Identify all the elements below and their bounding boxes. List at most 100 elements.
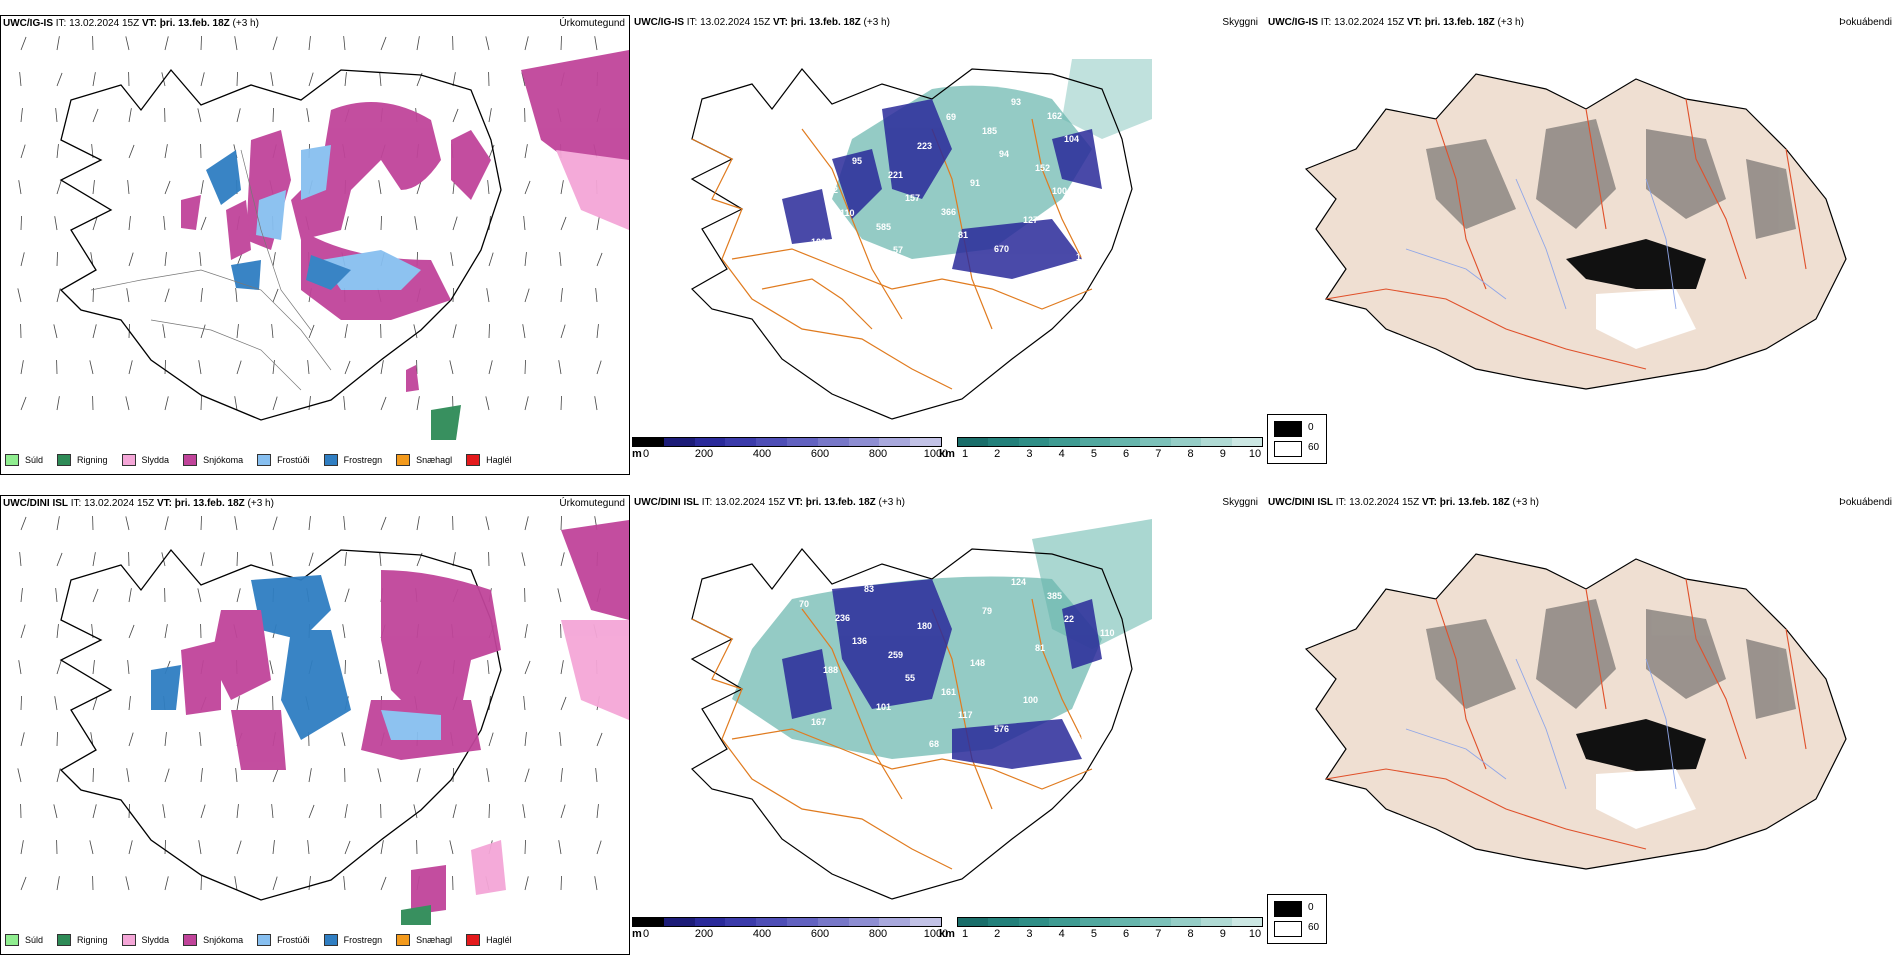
wind-barb xyxy=(201,396,202,410)
wind-barb xyxy=(21,877,26,890)
legend-item: Snjókoma xyxy=(183,454,243,466)
wind-barb xyxy=(126,876,129,890)
wind-barb xyxy=(308,840,309,854)
wind-barb xyxy=(55,696,57,710)
wind-barb xyxy=(309,768,311,782)
wind-barb xyxy=(451,252,453,266)
wind-barb xyxy=(201,217,206,230)
wind-barb xyxy=(21,37,26,50)
wind-barb xyxy=(165,289,169,302)
colorbar-segment xyxy=(1110,438,1140,446)
colorbar-segment xyxy=(633,438,664,446)
wind-barb xyxy=(487,768,489,782)
wind-barb xyxy=(201,36,202,50)
legend-item: Rigning xyxy=(57,934,108,946)
cloudbase-value-label: 167 xyxy=(811,717,826,727)
cloudbase-value-label: 124 xyxy=(1011,577,1026,587)
wind-barb xyxy=(56,108,57,122)
wind-barb xyxy=(199,840,201,854)
wind-barb xyxy=(345,804,347,818)
wind-barb xyxy=(489,324,490,338)
colorbar-segment xyxy=(879,438,910,446)
fog-legend-label: 60 xyxy=(1308,442,1319,453)
wind-barb xyxy=(525,840,526,854)
cloudbase-value-label: 162 xyxy=(1076,732,1091,742)
wind-barb xyxy=(93,288,94,302)
colorbar-tick: 6 xyxy=(1123,928,1129,940)
wind-barb xyxy=(417,396,419,410)
wind-barb xyxy=(523,324,525,338)
wind-barb xyxy=(525,36,528,50)
colorbar-segment xyxy=(988,438,1018,446)
wind-barb xyxy=(21,625,25,638)
cloudbase-value-label: 646 xyxy=(1100,148,1115,158)
wind-barb xyxy=(415,216,417,230)
wind-barb xyxy=(198,588,201,602)
wind-barb xyxy=(525,769,529,782)
cloudbase-value-label: 107 xyxy=(787,171,802,181)
wind-barb xyxy=(345,660,346,674)
wind-barb xyxy=(309,876,310,890)
wind-barb xyxy=(165,516,168,530)
wind-barb xyxy=(129,216,130,230)
cloudbase-value-label: 127 xyxy=(1023,215,1038,225)
colorbar-segment xyxy=(1140,438,1170,446)
wind-barb xyxy=(237,72,238,86)
wind-barb xyxy=(201,72,204,86)
wind-barb xyxy=(165,876,168,890)
wind-barb xyxy=(165,840,166,854)
cloudbase-value-label: 95 xyxy=(852,156,862,166)
cloudbase-value-label: 68 xyxy=(929,739,939,749)
colorbar-tick: 4 xyxy=(1059,448,1065,460)
wind-barb xyxy=(525,289,529,302)
cloudbase-value-label: 70 xyxy=(799,599,809,609)
legend-item: Frostúði xyxy=(257,454,310,466)
wind-barb xyxy=(57,73,62,86)
wind-barb xyxy=(129,840,132,854)
wind-barb xyxy=(271,552,273,566)
wind-barb xyxy=(57,876,59,890)
colorbar-segment xyxy=(1019,438,1049,446)
wind-barb xyxy=(344,36,345,50)
cloudbase-value-label: 610 xyxy=(782,576,797,586)
wind-barb xyxy=(525,360,526,374)
wind-barb xyxy=(453,109,458,122)
wind-barb xyxy=(237,696,239,710)
wind-barb xyxy=(561,697,566,710)
colorbar-segment xyxy=(1080,918,1110,926)
wind-barb xyxy=(523,804,525,818)
cloudbase-value-label: 185 xyxy=(982,126,997,136)
colorbar-tick: 5 xyxy=(1091,448,1097,460)
wind-barb xyxy=(309,396,310,410)
wind-barb xyxy=(273,517,277,530)
colorbar-segment xyxy=(1049,438,1079,446)
wind-barb xyxy=(525,181,530,194)
wind-barb xyxy=(309,325,314,338)
cloudbase-panel-2: UWC/DINI ISL IT: 13.02.2024 15Z VT: þri.… xyxy=(632,495,1262,955)
legend-swatch xyxy=(57,934,71,946)
wind-barb xyxy=(200,252,201,266)
wind-barb xyxy=(559,360,561,374)
wind-barb xyxy=(525,144,527,158)
panel-title: Skyggni xyxy=(1222,17,1258,28)
wind-barb xyxy=(21,732,24,746)
precip-map xyxy=(1,30,629,445)
wind-barb xyxy=(595,876,597,890)
legend-item: Slydda xyxy=(122,454,170,466)
colorbar-segment xyxy=(664,918,695,926)
wind-barb xyxy=(525,876,528,890)
wind-barb xyxy=(21,360,23,374)
colorbar-segment xyxy=(1232,918,1262,926)
cloudbase-map: 1251962213666701626461025851031851521061… xyxy=(632,29,1262,449)
colorbar-segment xyxy=(958,918,988,926)
colorbar-tick: 200 xyxy=(695,928,713,940)
wind-barb xyxy=(381,840,383,854)
cloudbase-value-label: 80 xyxy=(864,104,874,114)
wind-barb xyxy=(21,696,22,710)
fog-index-panel-2: UWC/DINI ISL IT: 13.02.2024 15Z VT: þri.… xyxy=(1266,495,1896,955)
wind-barb xyxy=(21,145,25,158)
colorbar-segment xyxy=(1110,918,1140,926)
legend-swatch xyxy=(122,934,136,946)
